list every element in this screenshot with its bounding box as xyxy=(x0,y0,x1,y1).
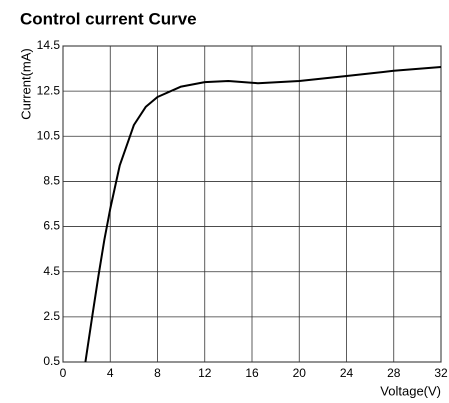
x-tick-label: 24 xyxy=(340,366,354,380)
line-series xyxy=(84,66,442,363)
x-tick-label: 8 xyxy=(154,366,161,380)
x-tick-label: 20 xyxy=(293,366,307,380)
y-tick-label: 12.5 xyxy=(37,83,61,97)
x-axis-label: Voltage(V) xyxy=(380,383,441,398)
y-tick-label: 14.5 xyxy=(37,38,61,52)
x-tick-label: 28 xyxy=(387,366,401,380)
x-tick-label: 12 xyxy=(198,366,212,380)
y-tick-label: 10.5 xyxy=(37,128,61,142)
x-tick-label: 4 xyxy=(107,366,114,380)
chart-title: Control current Curve xyxy=(20,9,197,28)
y-tick-label: 6.5 xyxy=(43,219,60,233)
y-tick-label: 2.5 xyxy=(43,309,60,323)
x-tick-label: 0 xyxy=(60,366,67,380)
y-tick-label: 4.5 xyxy=(43,264,60,278)
x-tick-label: 32 xyxy=(434,366,448,380)
x-tick-label: 16 xyxy=(245,366,259,380)
y-tick-label: 0.5 xyxy=(43,354,60,368)
y-tick-label: 8.5 xyxy=(43,174,60,188)
y-axis-label: Current(mA) xyxy=(18,48,33,120)
